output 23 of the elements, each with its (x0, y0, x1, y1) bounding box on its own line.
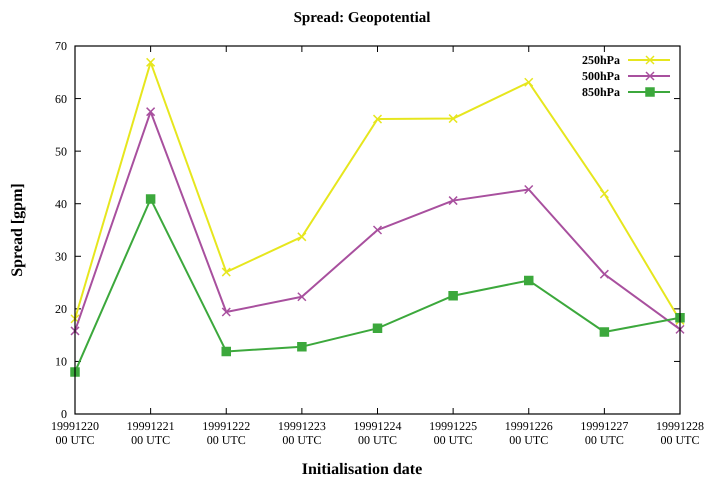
y-tick-label: 40 (55, 196, 67, 211)
x-tick-label: 19991220 00 UTC (51, 419, 99, 447)
y-axis-title: Spread [gpm] (9, 183, 26, 277)
x-tick-label: 19991224 00 UTC (354, 419, 402, 447)
y-tick-label: 70 (55, 39, 67, 54)
legend-label: 850hPa (582, 85, 620, 100)
y-tick-label: 30 (55, 249, 67, 264)
legend-label: 250hPa (582, 53, 620, 68)
x-tick-label: 19991226 00 UTC (504, 419, 553, 447)
x-tick-label: 19991221 00 UTC (126, 419, 175, 447)
y-tick-label: 20 (55, 302, 67, 316)
x-tick-label: 19991222 00 UTC (202, 419, 250, 447)
y-tick-label: 10 (55, 354, 67, 369)
x-tick-label: 19991225 00 UTC (429, 419, 478, 447)
x-axis-title: Initialisation date (302, 461, 422, 478)
x-tick-label: 19991228 00 UTC (656, 419, 704, 447)
x-tick-label: 19991223 00 UTC (278, 419, 326, 447)
y-tick-label: 0 (61, 407, 67, 422)
y-tick-label: 50 (55, 144, 67, 158)
x-tick-label: 19991227 00 UTC (580, 419, 628, 447)
y-tick-label: 60 (55, 92, 67, 106)
chart-title: Spread: Geopotential (294, 10, 430, 26)
legend-label: 500hPa (582, 69, 620, 84)
